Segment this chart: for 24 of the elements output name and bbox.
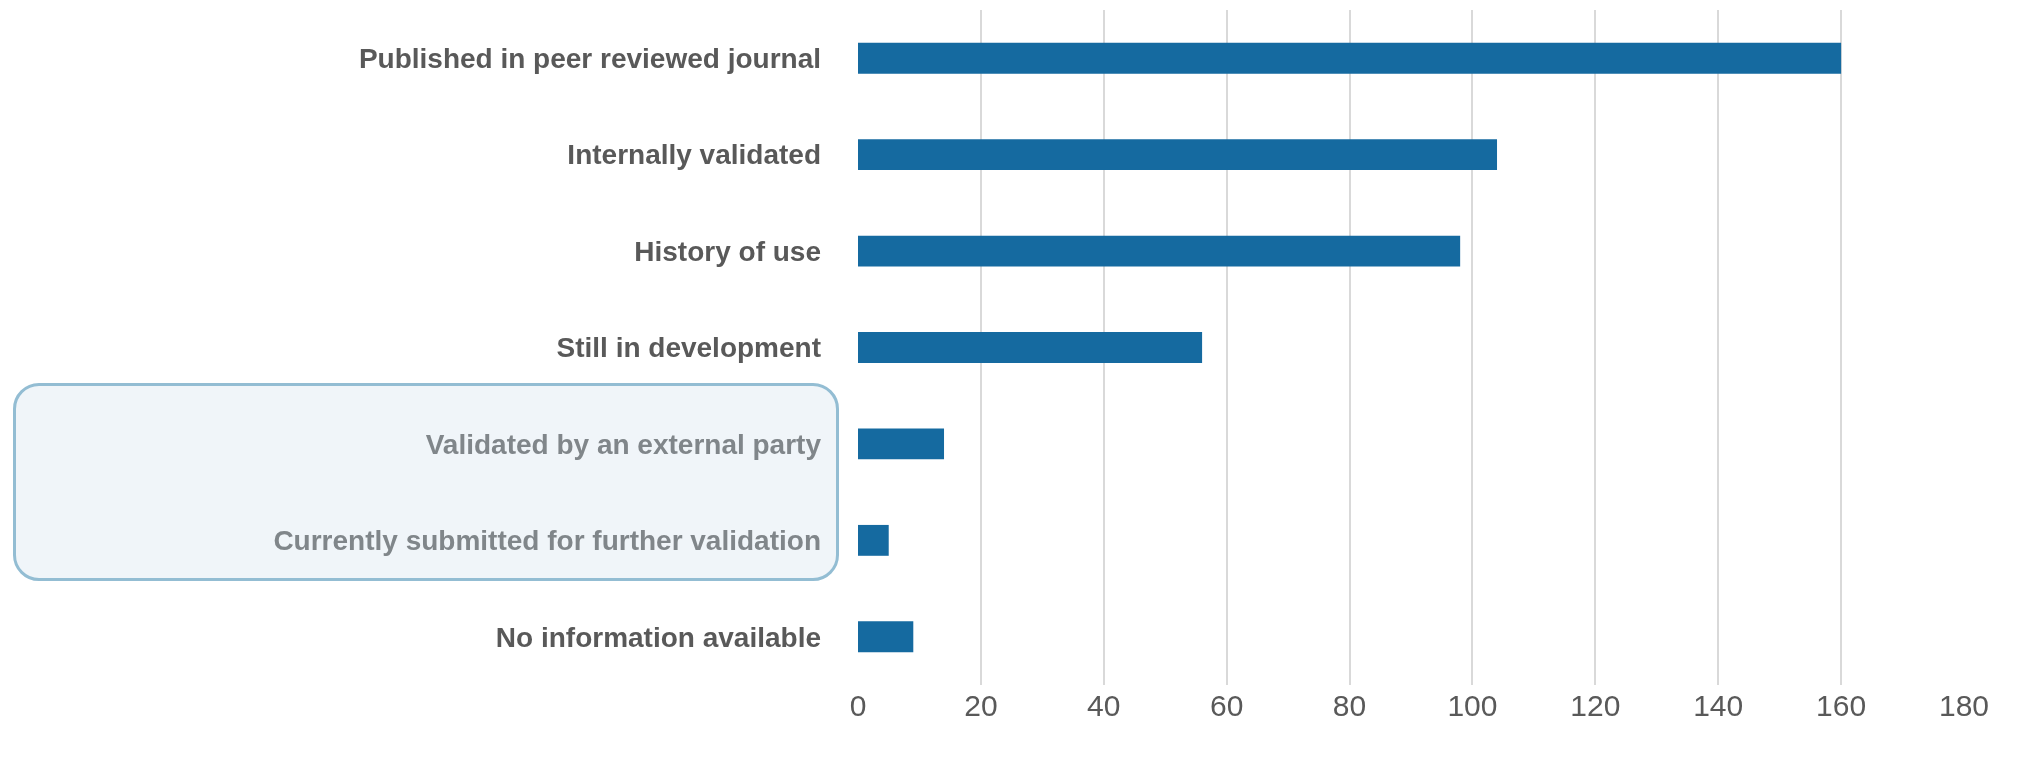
x-tick-label: 120 [1570, 689, 1621, 722]
x-tick-label: 180 [1938, 689, 1990, 722]
x-tick-label: 40 [1087, 689, 1121, 722]
y-tick-label: Validated by an external party [425, 428, 822, 460]
y-tick-label: Currently submitted for further validation [273, 525, 821, 557]
y-tick-label: No information available [495, 621, 821, 653]
x-tick-label: 140 [1693, 689, 1744, 722]
bar [858, 139, 1498, 171]
y-tick-label: Published in peer reviewed journal [358, 43, 821, 75]
bar [858, 332, 1203, 363]
x-tick-label: 100 [1447, 689, 1498, 722]
x-tick-label: 0 [849, 689, 867, 722]
x-tick-label: 60 [1209, 689, 1244, 722]
x-tick-label: 160 [1816, 689, 1867, 722]
x-tick-label: 20 [964, 689, 998, 722]
y-tick-label: Internally validated [567, 139, 821, 171]
x-tick-label: 80 [1332, 689, 1367, 722]
bar [858, 428, 945, 460]
bar [858, 621, 914, 653]
bar [858, 42, 1842, 74]
y-tick-label: History of use [634, 235, 821, 267]
y-tick-label: Still in development [556, 332, 821, 364]
bar [858, 524, 889, 556]
bar [858, 235, 1461, 267]
